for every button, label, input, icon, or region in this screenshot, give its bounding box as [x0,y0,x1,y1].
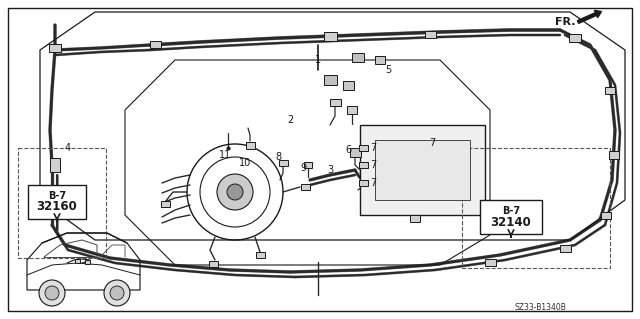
Bar [605,86,615,93]
Text: 4: 4 [65,143,71,153]
Text: 3: 3 [327,165,333,175]
Text: 32140: 32140 [491,216,531,228]
Bar [349,147,360,157]
Bar [462,148,610,268]
Bar [424,31,435,38]
Text: 7: 7 [370,143,376,153]
Text: 7: 7 [370,160,376,170]
Bar [375,140,470,200]
Text: 7: 7 [370,178,376,188]
Circle shape [227,184,243,200]
Bar [347,106,357,114]
Bar [323,32,337,41]
Bar [358,145,367,151]
Bar [304,162,312,168]
Text: B-7: B-7 [502,206,520,216]
Text: 2: 2 [287,115,293,125]
Bar [301,184,310,190]
Bar [255,252,264,258]
Text: B-7: B-7 [48,191,66,201]
Text: 7: 7 [429,138,435,148]
Bar [358,180,367,186]
Text: 8: 8 [275,152,281,162]
Circle shape [45,286,59,300]
Bar [569,34,581,42]
Bar [74,259,79,263]
Circle shape [104,280,130,306]
Text: 1: 1 [315,55,321,65]
Bar [49,44,61,52]
Bar [18,148,106,258]
Bar [161,201,170,207]
Bar [246,142,255,149]
Bar [209,261,218,267]
Text: 32160: 32160 [36,201,77,213]
Bar [50,158,60,172]
Circle shape [217,174,253,210]
Bar [480,200,542,234]
Bar [609,151,619,159]
Bar [601,211,611,219]
Bar [559,244,570,251]
Text: FR.: FR. [556,17,576,27]
Bar [28,185,86,219]
Text: 6: 6 [345,145,351,155]
Text: 9: 9 [300,163,306,173]
Text: 10: 10 [239,158,251,168]
Bar [375,56,385,64]
Bar [360,125,485,215]
Bar [484,258,495,265]
Bar [352,53,364,62]
Bar [410,214,420,221]
Bar [84,260,90,264]
FancyArrow shape [577,10,602,23]
Bar [150,41,161,48]
Bar [323,75,337,85]
Bar [278,160,287,166]
Circle shape [110,286,124,300]
Text: 11: 11 [219,150,231,160]
Circle shape [39,280,65,306]
Bar [330,99,340,106]
Bar [342,80,353,90]
Text: 5: 5 [385,65,391,75]
Bar [358,162,367,168]
Text: SZ33-B1340B: SZ33-B1340B [514,303,566,313]
